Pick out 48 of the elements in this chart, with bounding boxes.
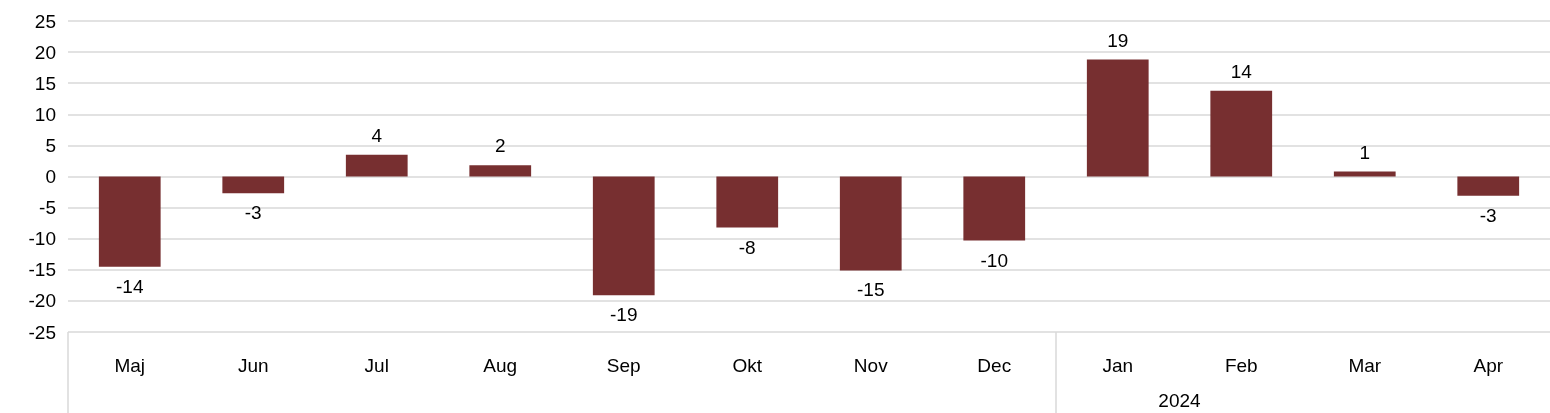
bar <box>1210 90 1273 177</box>
bar <box>1333 171 1396 177</box>
y-tick-label: 20 <box>34 41 56 63</box>
bar <box>222 176 285 194</box>
data-label: -8 <box>738 236 756 258</box>
y-tick-label: -20 <box>28 290 56 312</box>
y-tick-label: 0 <box>45 166 56 187</box>
bar <box>98 176 161 267</box>
data-label: 14 <box>1230 60 1253 82</box>
y-tick-label: 25 <box>34 10 56 32</box>
data-label: 2 <box>494 135 506 157</box>
bar <box>1086 59 1149 177</box>
data-label: -19 <box>610 304 638 326</box>
y-tick-label: 15 <box>34 72 56 94</box>
y-tick-label: -15 <box>28 259 56 281</box>
x-tick-label: Sep <box>606 355 641 376</box>
data-label: -10 <box>980 249 1008 271</box>
x-tick-label: Apr <box>1473 355 1504 376</box>
y-tick-label: -10 <box>28 228 56 250</box>
data-label: -3 <box>244 202 262 224</box>
bar <box>963 176 1026 241</box>
x-tick-label: Dec <box>977 355 1012 376</box>
data-label: -3 <box>1479 204 1497 226</box>
data-label: 19 <box>1107 29 1129 51</box>
bar <box>839 176 902 271</box>
data-label: -14 <box>116 275 144 297</box>
bar <box>345 154 408 177</box>
data-label: -15 <box>857 279 885 301</box>
bar <box>469 165 532 177</box>
x-tick-label: Mar <box>1348 355 1382 376</box>
x-tick-label: Maj <box>114 355 146 376</box>
y-tick-label: -25 <box>28 321 56 343</box>
text: 2024 <box>1158 390 1202 411</box>
x-tick-label: Aug <box>483 355 518 376</box>
x-tick-label: Jul <box>364 355 389 376</box>
y-tick-label: -5 <box>39 197 56 219</box>
bar <box>716 176 779 228</box>
data-label: 1 <box>1359 141 1371 163</box>
x-tick-label: Jun <box>237 355 269 376</box>
y-tick-label: 5 <box>45 134 56 156</box>
x-tick-label: Feb <box>1224 355 1258 376</box>
y-tick-label: 10 <box>34 103 56 125</box>
bar <box>592 176 655 296</box>
x-tick-label: Okt <box>732 355 763 376</box>
x-tick-label: Nov <box>853 355 889 376</box>
data-label: 4 <box>371 124 383 146</box>
bar <box>1457 176 1520 196</box>
x-tick-label: Jan <box>1102 355 1134 376</box>
